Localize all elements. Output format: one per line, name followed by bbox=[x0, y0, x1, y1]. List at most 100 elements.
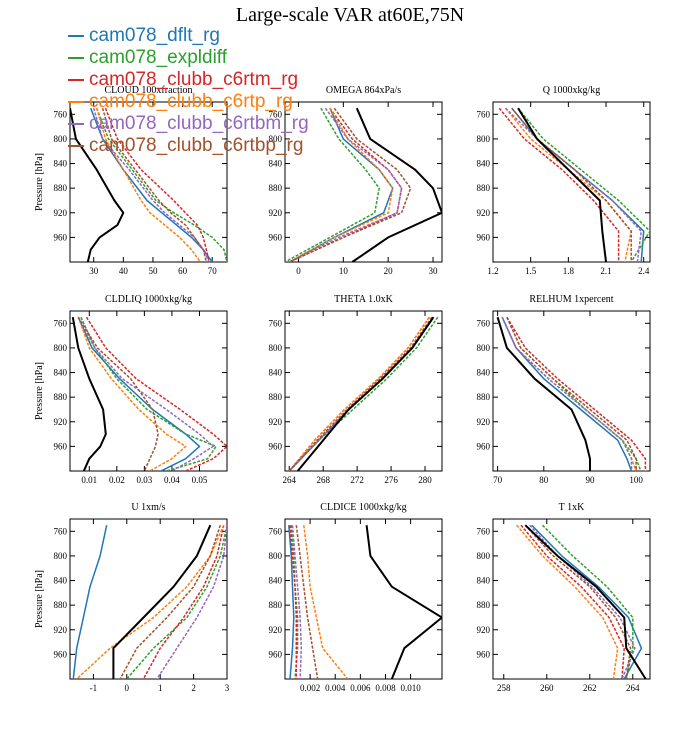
panel-cldice: CLDICE 1000xkg/kg 760 800 840 880 920 960 0.00… bbox=[215, 502, 443, 724]
series-line-cam078_clubb_c6rtm_rg bbox=[142, 525, 225, 679]
y-tick-label: 920 bbox=[269, 625, 283, 635]
series-line-cam078_clubb_c6rtm_rg bbox=[498, 107, 620, 262]
y-tick-label: 800 bbox=[54, 343, 68, 353]
x-tick-label: 0.04 bbox=[164, 475, 180, 485]
x-tick-label: -1 bbox=[90, 683, 98, 693]
plot-frame bbox=[69, 310, 228, 472]
x-tick-label: 262 bbox=[583, 683, 597, 693]
x-tick-label: 80 bbox=[539, 475, 549, 485]
x-tick-label: 264 bbox=[282, 475, 296, 485]
y-tick-label: 920 bbox=[269, 208, 283, 218]
x-tick-label: 1.2 bbox=[487, 266, 498, 276]
series-line-cam078_expldiff bbox=[80, 316, 217, 471]
series-line-cam078_dflt_rg bbox=[288, 525, 295, 679]
plot-frame bbox=[284, 101, 443, 263]
legend-label: cam078_clubb_c6rtbp_rg bbox=[89, 135, 304, 156]
x-tick-label: 70 bbox=[493, 475, 503, 485]
plot-frame bbox=[284, 310, 443, 472]
panel-title: OMEGA 864xPa/s bbox=[325, 85, 402, 96]
panel-title: CLOUD 100xfraction bbox=[104, 85, 193, 96]
x-tick-label: 10 bbox=[339, 266, 349, 276]
legend: cam078_dflt_rg cam078_expldiff cam078_club… bbox=[68, 25, 309, 157]
y-tick-label: 760 bbox=[269, 526, 283, 536]
figure-title: Large-scale VAR at60E,75N bbox=[235, 4, 465, 26]
y-tick-label: 840 bbox=[54, 576, 68, 586]
series-group bbox=[71, 316, 227, 471]
x-tick-label: 280 bbox=[418, 475, 432, 485]
series-line-cam078_clubb_c6rtp_rg bbox=[95, 107, 201, 262]
y-tick-label: 960 bbox=[54, 649, 68, 659]
series-line-cam078_clubb_c6rtp_rg bbox=[288, 316, 430, 471]
y-tick-label: 960 bbox=[54, 232, 68, 242]
series-line-cam078_expldiff bbox=[517, 107, 650, 262]
y-tick-label: 960 bbox=[269, 649, 283, 659]
legend-label: cam078_clubb_c6rtbm_rg bbox=[89, 113, 309, 134]
series-line-cam078_dflt_rg bbox=[72, 525, 108, 679]
series-line-cam078_clubb_c6rtbm_rg bbox=[529, 524, 636, 679]
x-tick-label: 0 bbox=[296, 266, 301, 276]
y-tick-label: 840 bbox=[477, 576, 491, 586]
series-group bbox=[72, 524, 227, 679]
y-tick-label: 880 bbox=[477, 183, 491, 193]
plot-frame bbox=[492, 518, 651, 680]
y-axis-label: Pressure [hPa] bbox=[34, 570, 45, 628]
legend-swatch bbox=[68, 79, 84, 81]
x-tick-label: 264 bbox=[626, 683, 640, 693]
series-group bbox=[288, 316, 439, 471]
y-tick-label: 960 bbox=[477, 649, 491, 659]
series-line-cam078_expldiff bbox=[541, 524, 634, 679]
y-tick-label: 840 bbox=[477, 159, 491, 169]
plot-frame bbox=[69, 518, 228, 680]
series-line-cam078_clubb_c6rtp_rg bbox=[303, 525, 349, 679]
x-tick-label: 40 bbox=[119, 266, 129, 276]
series-line-cam078_clubb_c6rtm_rg bbox=[104, 107, 210, 262]
series-line-cam078_expldiff bbox=[285, 107, 380, 262]
series-group bbox=[70, 107, 227, 262]
x-tick-label: 0.008 bbox=[375, 683, 396, 693]
y-tick-label: 920 bbox=[477, 625, 491, 635]
panel-t: T 1xK 760 800 840 880 920 960 258 260 262 264 bbox=[423, 502, 651, 724]
x-tick-label: 1.8 bbox=[563, 266, 575, 276]
panel-cldliq: CLDLIQ 1000xkg/kg 760 800 840 880 920 960 0.01… bbox=[0, 294, 228, 516]
y-tick-label: 880 bbox=[54, 600, 68, 610]
y-tick-label: 920 bbox=[269, 417, 283, 427]
x-tick-label: 272 bbox=[350, 475, 364, 485]
y-tick-label: 760 bbox=[477, 526, 491, 536]
series-line-cam078_clubb_c6rtp_rg bbox=[505, 107, 632, 262]
legend-item: cam078_clubb_c6rtbm_rg bbox=[68, 113, 309, 135]
series-line-cam078_clubb_c6rtbm_rg bbox=[156, 525, 227, 679]
x-tick-label: 0.01 bbox=[81, 475, 97, 485]
panel-title: RELHUM 1xpercent bbox=[529, 294, 614, 305]
y-tick-label: 840 bbox=[54, 368, 68, 378]
x-tick-label: 20 bbox=[384, 266, 394, 276]
series-line-cam078_clubb_c6rtbm_rg bbox=[505, 107, 642, 262]
y-tick-label: 960 bbox=[54, 441, 68, 451]
legend-item: cam078_clubb_c6rtm_rg bbox=[68, 69, 309, 91]
y-tick-label: 760 bbox=[54, 526, 68, 536]
series-line-cam078_clubb_c6rtbp_rg bbox=[524, 524, 632, 679]
series-line-cam078_clubb_c6rtbp_rg bbox=[101, 107, 208, 262]
legend-item: cam078_clubb_c6rtbp_rg bbox=[68, 135, 309, 157]
legend-item: cam078_dflt_rg bbox=[68, 25, 309, 47]
plot-frame bbox=[69, 101, 228, 263]
series-line-cam078_clubb_c6rtm_rg bbox=[520, 524, 625, 679]
panel-relhum: RELHUM 1xpercent 760 800 840 880 920 960 70 80 9… bbox=[423, 294, 651, 516]
series-line-cam078_expldiff bbox=[126, 525, 227, 679]
y-tick-label: 880 bbox=[269, 600, 283, 610]
panel-plot: 760 800 840 880 920 960 0 10 20 30 bbox=[269, 101, 443, 276]
series-line-extra bbox=[524, 524, 647, 679]
series-line-cam078_clubb_c6rtp_rg bbox=[516, 524, 619, 679]
series-line-cam078_dflt_rg bbox=[90, 107, 213, 262]
series-line-cam078_clubb_c6rtbp_rg bbox=[506, 316, 637, 471]
y-tick-label: 760 bbox=[54, 109, 68, 119]
x-tick-label: 0.02 bbox=[109, 475, 125, 485]
legend-swatch bbox=[68, 35, 84, 37]
series-group bbox=[288, 525, 442, 679]
plot-frame bbox=[284, 518, 443, 680]
x-tick-label: 1.5 bbox=[525, 266, 537, 276]
series-line-cam078_clubb_c6rtp_rg bbox=[77, 316, 187, 471]
panel-title: T 1xK bbox=[558, 502, 585, 513]
y-tick-label: 800 bbox=[54, 134, 68, 144]
panel-plot: 760 800 840 880 920 960 0.002 0.004 0.006 0.008 0.… bbox=[269, 518, 443, 693]
y-tick-label: 800 bbox=[54, 551, 68, 561]
